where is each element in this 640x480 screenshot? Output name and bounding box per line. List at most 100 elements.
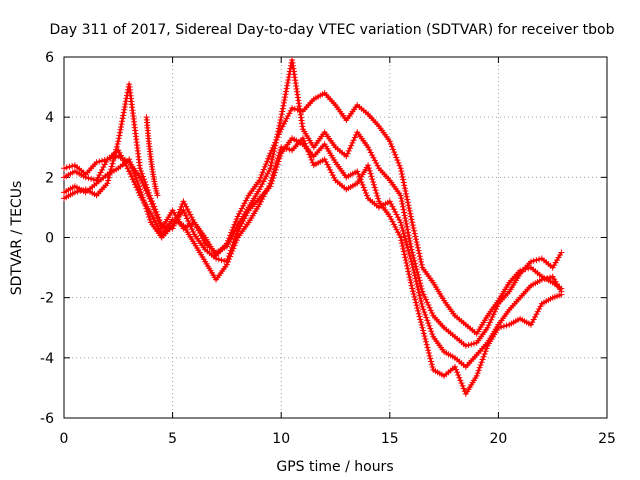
data-point-marker [396, 231, 403, 238]
data-point-marker [392, 208, 399, 215]
data-point-marker [154, 223, 161, 230]
data-point-marker [374, 162, 381, 169]
data-point-marker [260, 193, 267, 200]
data-point-marker [421, 309, 428, 316]
data-point-marker [108, 166, 115, 173]
data-point-marker [181, 201, 188, 208]
data-point-marker [409, 219, 416, 226]
data-point-marker [137, 165, 144, 172]
data-point-marker [365, 144, 372, 151]
data-point-marker [429, 364, 436, 371]
data-point-marker [408, 246, 415, 253]
data-point-marker [415, 271, 422, 278]
data-point-marker [390, 221, 397, 228]
data-point-marker [284, 113, 291, 120]
data-point-marker [142, 181, 149, 188]
data-point-marker [373, 190, 380, 197]
data-point-marker [221, 257, 228, 264]
data-point-marker [114, 141, 121, 148]
data-point-marker [109, 160, 116, 167]
data-point-marker [416, 292, 423, 299]
data-point-marker [365, 165, 372, 172]
data-point-marker [415, 274, 422, 281]
data-point-marker [492, 306, 499, 313]
data-point-marker [215, 256, 222, 263]
data-point-marker [392, 223, 399, 230]
chart-title: Day 311 of 2017, Sidereal Day-to-day VTE… [49, 22, 614, 38]
data-point-marker [455, 371, 462, 378]
data-point-marker [273, 136, 280, 143]
data-point-marker [283, 115, 290, 122]
data-series [61, 57, 565, 397]
data-point-marker [151, 218, 158, 225]
data-point-marker [279, 108, 286, 115]
data-point-marker [185, 208, 192, 215]
data-point-marker [138, 170, 145, 177]
data-point-marker [414, 244, 421, 251]
data-point-marker [234, 213, 241, 220]
data-point-marker [537, 303, 544, 310]
data-point-marker [412, 299, 419, 306]
data-point-marker [278, 114, 285, 121]
data-point-marker [369, 152, 376, 159]
data-point-marker [117, 126, 124, 133]
data-point-marker [120, 157, 127, 164]
data-point-marker [410, 291, 417, 298]
data-point-marker [268, 177, 275, 184]
data-point-marker [263, 173, 270, 180]
x-tick-label: 0 [60, 431, 69, 447]
data-point-marker [327, 166, 334, 173]
data-point-marker [132, 181, 139, 188]
data-point-marker [130, 167, 137, 174]
data-point-marker [128, 161, 135, 168]
data-point-marker [256, 177, 263, 184]
data-point-marker [401, 185, 408, 192]
data-point-marker [551, 262, 558, 269]
data-point-marker [104, 180, 111, 187]
data-point-marker [429, 331, 436, 338]
data-point-marker [256, 201, 263, 208]
data-point-marker [546, 274, 553, 281]
data-point-marker [304, 146, 311, 153]
data-point-marker [308, 156, 315, 163]
data-point-marker [303, 143, 310, 150]
data-point-marker [407, 213, 414, 220]
data-point-marker [285, 74, 292, 81]
data-point-marker [110, 155, 117, 162]
data-point-marker [257, 174, 264, 181]
data-point-marker [400, 245, 407, 252]
data-point-marker [408, 282, 415, 289]
data-point-marker [398, 240, 405, 247]
data-point-marker [498, 323, 505, 330]
data-point-marker [425, 350, 432, 357]
data-point-marker [99, 166, 106, 173]
data-point-marker [272, 142, 279, 149]
data-point-marker [226, 238, 233, 245]
data-point-marker [306, 151, 313, 158]
data-point-marker [118, 123, 125, 130]
data-point-marker [416, 277, 423, 284]
data-point-marker [237, 208, 244, 215]
data-point-marker [271, 145, 278, 152]
data-point-marker [421, 293, 428, 300]
data-point-marker [404, 196, 411, 203]
data-point-marker [532, 313, 539, 320]
data-point-marker [349, 139, 356, 146]
data-point-marker [108, 163, 115, 170]
data-point-marker [402, 254, 409, 261]
data-point-marker [195, 227, 202, 234]
data-point-marker [414, 268, 421, 275]
data-point-marker [175, 211, 182, 218]
data-point-marker [397, 165, 404, 172]
data-point-marker [403, 239, 410, 246]
data-point-marker [401, 182, 408, 189]
data-point-marker [426, 322, 433, 329]
data-point-marker [414, 241, 421, 248]
data-point-marker [224, 258, 231, 265]
data-point-marker [111, 152, 118, 159]
data-point-marker [411, 257, 418, 264]
data-point-marker [194, 224, 201, 231]
data-point-marker [412, 260, 419, 267]
data-point-marker [151, 203, 158, 210]
data-point-marker [188, 214, 195, 221]
